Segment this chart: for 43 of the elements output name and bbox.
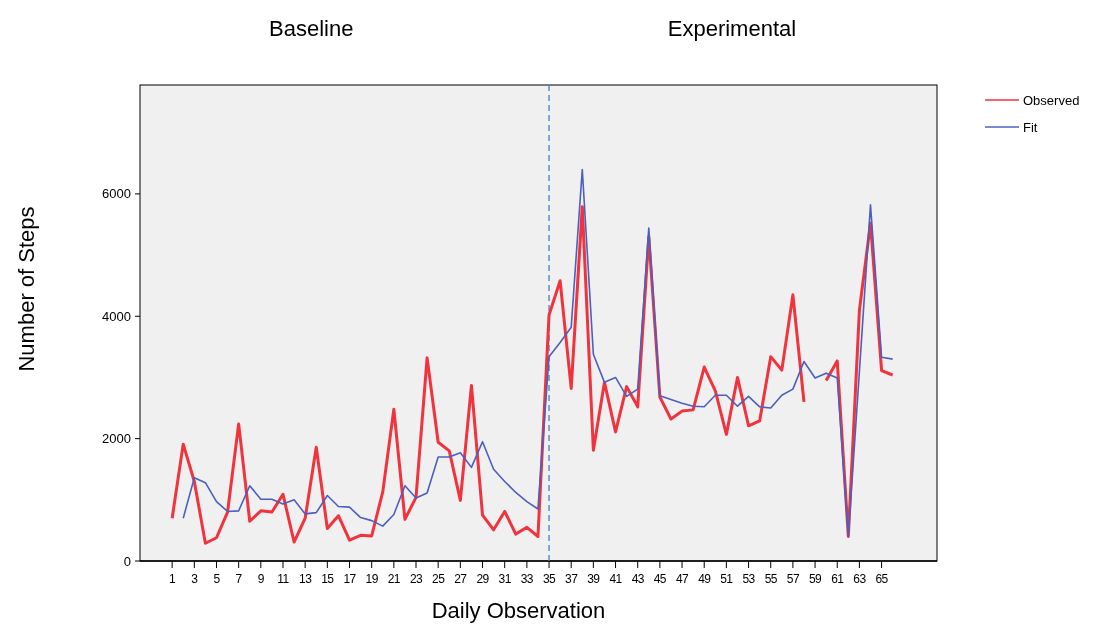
y-tick-label: 6000 (102, 186, 131, 202)
x-tick-label: 21 (387, 572, 401, 586)
text: Experimental (667, 16, 797, 41)
x-tick-label: 17 (343, 572, 357, 586)
y-axis-title: Number of Steps (14, 206, 39, 372)
x-tick-label: 57 (786, 572, 800, 586)
y-tick-label: 2000 (102, 431, 131, 447)
x-tick-label: 3 (191, 572, 199, 586)
x-axis-title: Daily Observation (431, 598, 606, 623)
x-tick-label: 29 (476, 572, 490, 586)
y-tick-label: 0 (123, 553, 131, 569)
x-tick-label: 15 (321, 572, 335, 586)
x-tick-label: 37 (565, 572, 579, 586)
text: Baseline (269, 16, 354, 41)
x-tick-label: 55 (764, 572, 778, 586)
x-tick-label: 23 (409, 572, 424, 586)
x-tick-label: 13 (299, 572, 313, 586)
x-tick-label: 11 (277, 572, 290, 586)
x-tick-label: 65 (875, 572, 889, 586)
x-tick-label: 49 (698, 572, 712, 586)
x-tick-label: 43 (631, 572, 645, 586)
x-tick-label: 61 (831, 572, 845, 586)
y-tick-label: 4000 (102, 308, 131, 324)
x-tick-label: 19 (365, 572, 379, 586)
x-tick-label: 31 (498, 572, 512, 586)
x-tick-label: 41 (609, 572, 623, 586)
x-tick-label: 9 (257, 572, 265, 586)
legend-label: Fit (1023, 119, 1038, 135)
x-tick-label: 1 (169, 572, 177, 586)
x-tick-label: 59 (808, 572, 823, 586)
x-tick-label: 53 (742, 572, 756, 586)
x-tick-label: 47 (675, 572, 690, 586)
x-tick-label: 7 (235, 572, 243, 586)
x-tick-label: 51 (720, 572, 734, 586)
x-tick-label: 35 (542, 572, 557, 586)
legend-label: Observed (1023, 92, 1080, 108)
x-tick-label: 39 (587, 572, 601, 586)
x-tick-label: 25 (432, 572, 446, 586)
x-tick-label: 33 (520, 572, 534, 586)
x-tick-label: 27 (454, 572, 468, 586)
x-tick-label: 5 (213, 572, 221, 586)
x-tick-label: 63 (853, 572, 867, 586)
x-tick-label: 45 (653, 572, 667, 586)
